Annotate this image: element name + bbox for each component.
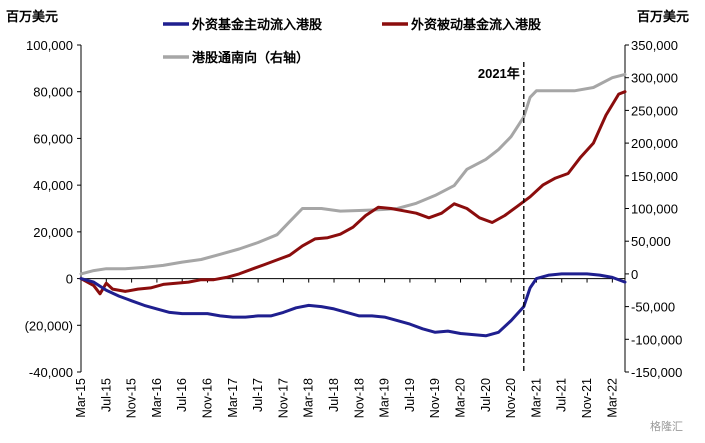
y-left-tick-label: 100,000 — [26, 38, 73, 53]
y-left-tick-label: 40,000 — [33, 178, 73, 193]
x-tick-label: Mar-17 — [226, 378, 240, 418]
x-tick-label: Jul-19 — [403, 378, 417, 412]
x-tick-label: Nov-15 — [125, 378, 139, 418]
x-tick-label: Nov-18 — [352, 378, 366, 418]
x-tick-label: Jul-20 — [479, 378, 493, 412]
y-right-tick-label: 300,000 — [631, 71, 678, 86]
legend-label-active: 外资基金主动流入港股 — [191, 17, 322, 32]
y-right-tick-label: 350,000 — [631, 38, 678, 53]
y-right-tick-label: 100,000 — [631, 202, 678, 217]
x-tick-label: Mar-22 — [605, 378, 619, 418]
y-left-tick-label: 20,000 — [33, 225, 73, 240]
legend-label-southbound: 港股通南向（右轴） — [192, 50, 309, 65]
x-tick-label: Nov-17 — [276, 378, 290, 418]
series-line-0 — [79, 272, 627, 338]
y-right-tick-label: 50,000 — [631, 234, 671, 249]
y-right-tick-label: 200,000 — [631, 136, 678, 151]
y-right-tick-label: 0 — [631, 267, 638, 282]
x-tick-label: Nov-21 — [580, 378, 594, 418]
y-left-tick-label: 60,000 — [33, 131, 73, 146]
y-left-tick-label: (20,000) — [25, 318, 73, 333]
x-tick-label: Nov-16 — [201, 378, 215, 418]
y-left-tick-label: -40,000 — [29, 365, 73, 380]
x-tick-label: Mar-15 — [74, 378, 88, 418]
x-tick-label: Nov-20 — [504, 378, 518, 418]
x-tick-label: Mar-21 — [529, 378, 543, 418]
annotation-label: 2021年 — [478, 66, 520, 81]
axes: 100,000 80,000 60,000 40,000 20,000 0 (20,000)… — [25, 38, 683, 418]
x-tick-label: Jul-15 — [99, 378, 113, 412]
x-tick-label: Jul-18 — [327, 378, 341, 412]
y-right-tick-label: 150,000 — [631, 169, 678, 184]
y-right-tick-label: -50,000 — [631, 300, 675, 315]
right-axis-unit: 百万美元 — [637, 9, 689, 24]
x-tick-label: Jul-17 — [251, 378, 265, 412]
watermark: 格隆汇 — [650, 419, 683, 433]
x-tick-label: Mar-19 — [378, 378, 392, 418]
series-layer — [79, 72, 627, 338]
x-tick-label: Mar-16 — [150, 378, 164, 418]
x-tick-label: Mar-20 — [454, 378, 468, 418]
y-left-tick-label: 80,000 — [33, 85, 73, 100]
x-tick-label: Nov-19 — [428, 378, 442, 418]
x-tick-label: Jul-21 — [555, 378, 569, 412]
x-tick-label: Jul-16 — [175, 378, 189, 412]
y-left-tick-label: 0 — [66, 272, 73, 287]
series-line-1 — [79, 90, 627, 296]
x-tick-label: Mar-18 — [302, 378, 316, 418]
y-right-tick-label: -150,000 — [631, 365, 682, 380]
y-right-tick-label: 250,000 — [631, 103, 678, 118]
y-right-tick-label: -100,000 — [631, 332, 682, 347]
legend: 外资基金主动流入港股 外资被动基金流入港股 港股通南向（右轴） — [163, 17, 541, 65]
series-line-2 — [79, 72, 627, 276]
legend-label-passive: 外资被动基金流入港股 — [410, 17, 541, 32]
left-axis-unit: 百万美元 — [6, 9, 58, 24]
annotation-layer: 2021年 — [478, 62, 525, 372]
